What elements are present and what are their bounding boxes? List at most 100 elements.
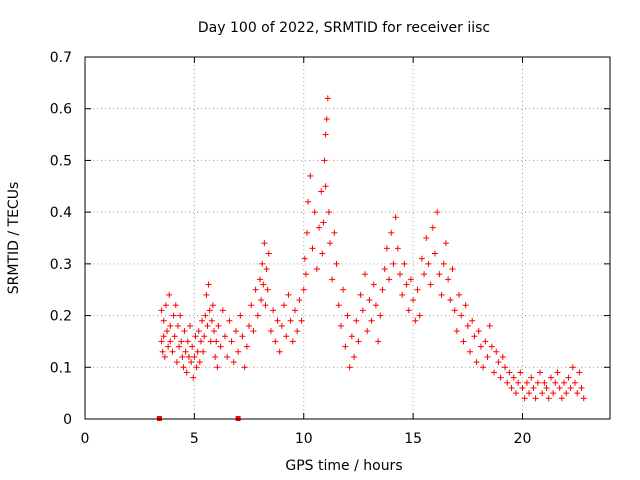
data-point (176, 343, 183, 350)
data-point (491, 369, 498, 376)
data-point (558, 395, 565, 402)
data-point (370, 281, 377, 288)
data-point (302, 271, 309, 278)
data-point (386, 276, 393, 283)
data-point (532, 395, 539, 402)
data-point (445, 276, 452, 283)
data-point (495, 359, 502, 366)
data-point (207, 338, 214, 345)
data-point (565, 374, 572, 381)
data-point (180, 364, 187, 371)
data-point (323, 116, 330, 123)
data-point (283, 333, 290, 340)
data-point (561, 379, 568, 386)
data-point (508, 384, 515, 391)
data-point (197, 338, 204, 345)
data-point (289, 338, 296, 345)
data-points (156, 95, 587, 421)
data-point (200, 348, 207, 355)
data-point (414, 286, 421, 293)
data-point (264, 286, 271, 293)
data-point (348, 333, 355, 340)
data-point (325, 209, 332, 216)
data-point (165, 343, 172, 350)
data-point (484, 353, 491, 360)
plot-frame (84, 56, 611, 420)
data-point (464, 322, 471, 329)
data-point (226, 317, 233, 324)
data-point (506, 369, 513, 376)
data-point (160, 333, 167, 340)
y-tick-label: 0.2 (50, 309, 72, 325)
data-point (482, 338, 489, 345)
data-point (469, 317, 476, 324)
data-point (196, 359, 203, 366)
data-point (307, 172, 314, 179)
data-point (287, 317, 294, 324)
data-point (260, 281, 267, 288)
data-point (320, 219, 327, 226)
data-point (340, 286, 347, 293)
y-tick-label: 0.3 (50, 257, 72, 273)
data-point (217, 343, 224, 350)
data-point (321, 157, 328, 164)
data-point (552, 379, 559, 386)
data-point (432, 250, 438, 257)
y-tick-label: 0.6 (50, 102, 72, 118)
data-point (530, 384, 537, 391)
data-point (159, 348, 166, 355)
data-point (169, 348, 176, 355)
data-point (528, 374, 535, 381)
data-point (178, 338, 185, 345)
data-point (346, 364, 353, 371)
data-point (319, 250, 326, 257)
data-point (187, 322, 193, 329)
data-point (383, 245, 390, 252)
data-point (206, 307, 213, 314)
data-point (355, 338, 362, 345)
data-point (512, 390, 519, 397)
data-point (181, 328, 188, 335)
data-point (292, 307, 298, 314)
data-point (281, 302, 288, 309)
data-point (171, 333, 178, 340)
data-point (230, 359, 237, 366)
data-point (410, 297, 417, 304)
data-point (313, 266, 320, 273)
data-point (172, 302, 179, 309)
data-point (265, 250, 272, 257)
data-point (467, 348, 473, 355)
data-point (316, 224, 323, 231)
data-point (497, 374, 504, 381)
data-point (510, 374, 517, 381)
data-point (161, 353, 168, 360)
data-point (480, 364, 487, 371)
data-point (412, 317, 419, 324)
data-point (580, 395, 587, 402)
data-point (523, 379, 530, 386)
data-point (182, 348, 189, 355)
data-point (504, 379, 511, 386)
data-point (324, 95, 331, 102)
data-point (209, 302, 216, 309)
data-point (318, 188, 325, 195)
data-point (397, 271, 403, 278)
data-point (202, 312, 209, 319)
data-point (451, 307, 458, 314)
data-point (460, 338, 467, 345)
y-tick-label: 0.1 (50, 360, 72, 376)
data-point (232, 328, 239, 335)
data-point (399, 291, 406, 298)
data-point (359, 307, 366, 314)
data-point (248, 302, 255, 309)
data-point (274, 317, 281, 324)
data-point (572, 379, 578, 386)
data-point (517, 369, 524, 376)
data-point (193, 364, 200, 371)
data-point (213, 338, 220, 345)
data-point (298, 317, 305, 324)
x-tick-label: 0 (81, 431, 90, 447)
data-point (362, 271, 368, 278)
data-point (447, 297, 454, 304)
